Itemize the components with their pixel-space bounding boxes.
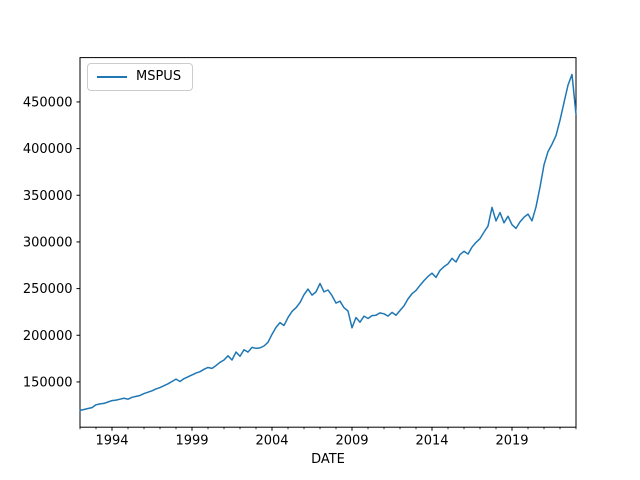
y-tick-label: 150000 [23,375,73,390]
legend-label: MSPUS [136,69,182,84]
x-tick-label: 2014 [415,434,448,449]
axes-frame [79,57,577,428]
y-tick-label: 300000 [23,235,73,250]
x-tick-label: 2019 [495,434,528,449]
mspus-series-line [79,73,577,412]
x-tick-label: 2004 [255,434,288,449]
y-tick-label: 350000 [23,189,73,204]
x-tick-label: 1994 [95,434,128,449]
legend[interactable]: MSPUS [87,63,194,91]
x-tick-label: 2009 [335,434,368,449]
x-axis-label: DATE [311,452,345,467]
y-tick-label: 200000 [23,329,73,344]
y-tick-label: 450000 [23,95,73,110]
x-tick-label: 1999 [175,434,208,449]
legend-line-sample-icon [97,76,127,78]
y-tick-label: 400000 [23,142,73,157]
y-tick-label: 250000 [23,282,73,297]
